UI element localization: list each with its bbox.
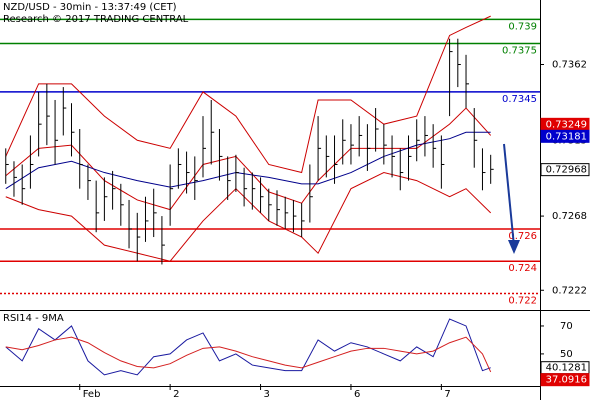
x-tick-label: 3 bbox=[264, 389, 270, 400]
x-tick-label: 7 bbox=[444, 389, 450, 400]
last-value-box bbox=[540, 129, 590, 143]
forecast-arrow bbox=[503, 143, 515, 247]
chart-title: NZD/USD - 30min - 13:37:49 (CET) bbox=[3, 2, 177, 13]
level-label: 0.724 bbox=[508, 263, 537, 274]
band-line bbox=[5, 131, 491, 190]
level-label: 0.7345 bbox=[502, 94, 537, 105]
y-tick-label: 70 bbox=[560, 321, 573, 332]
indicator-title: RSI14 - 9MA bbox=[3, 313, 64, 324]
y-tick-label: 0.7268 bbox=[552, 211, 587, 222]
indicator-line bbox=[5, 318, 491, 376]
x-tick-label: 2 bbox=[173, 389, 179, 400]
last-value-label: 0.73249 bbox=[546, 119, 587, 130]
level-label: 0.7375 bbox=[502, 46, 537, 57]
band-line bbox=[5, 15, 491, 174]
last-value-label: 0.72968 bbox=[546, 165, 587, 176]
plot-layer: 0.73620.73150.72680.72220.7390.73750.734… bbox=[0, 15, 590, 400]
x-tick-label: Feb bbox=[83, 389, 101, 400]
y-tick-label: 0.7362 bbox=[552, 60, 587, 71]
x-tick-label: 6 bbox=[354, 389, 360, 400]
last-value-label: 0.73181 bbox=[546, 131, 587, 142]
y-tick-label: 50 bbox=[560, 349, 573, 360]
indicator-line bbox=[5, 336, 492, 373]
last-value-label: 40.1281 bbox=[546, 363, 587, 374]
forecast-arrowhead bbox=[508, 240, 520, 254]
last-value-box bbox=[540, 373, 590, 387]
level-label: 0.722 bbox=[508, 295, 537, 306]
y-tick-label: 0.7222 bbox=[552, 285, 587, 296]
last-value-label: 37.0916 bbox=[546, 375, 587, 386]
last-value-box bbox=[540, 163, 590, 177]
level-label: 0.726 bbox=[508, 231, 537, 242]
level-label: 0.739 bbox=[508, 21, 537, 32]
chart-subtitle: Research © 2017 TRADING CENTRAL bbox=[3, 14, 189, 25]
